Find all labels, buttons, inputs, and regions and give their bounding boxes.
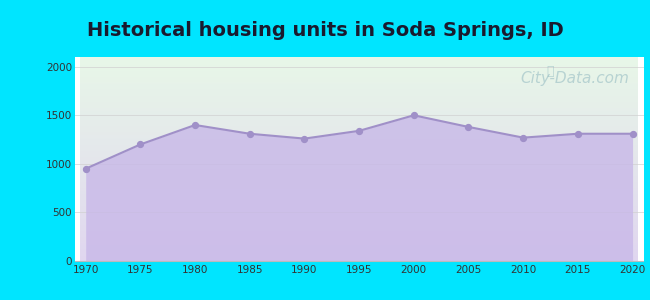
Point [190, 123, 200, 128]
Point [409, 113, 419, 118]
Point [627, 131, 638, 136]
Point [573, 131, 583, 136]
Point [135, 142, 146, 147]
Point [299, 136, 309, 141]
Point [244, 131, 255, 136]
Text: 🔍: 🔍 [546, 65, 553, 78]
Point [518, 135, 528, 140]
Point [81, 166, 91, 171]
Text: Historical housing units in Soda Springs, ID: Historical housing units in Soda Springs… [86, 21, 564, 40]
Point [463, 124, 474, 129]
Point [354, 128, 364, 133]
Text: City-Data.com: City-Data.com [521, 71, 629, 86]
